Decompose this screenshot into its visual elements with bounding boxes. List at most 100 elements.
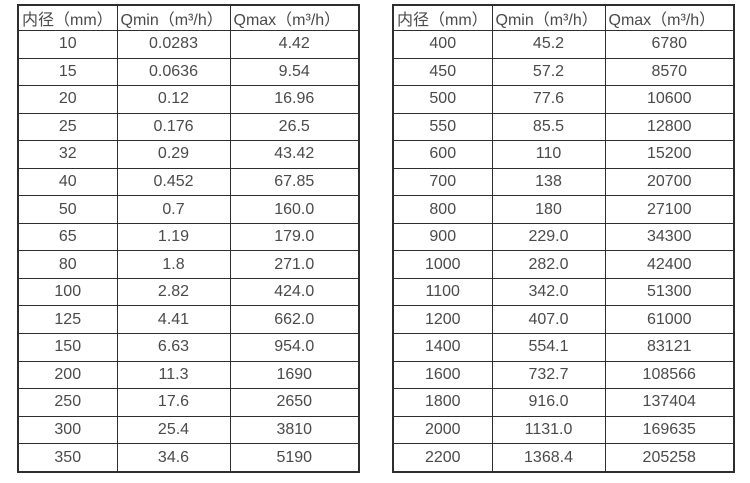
table-row: 1600 732.7 108566 <box>392 360 735 390</box>
data-cell: 10 <box>17 30 118 59</box>
data-cell: 15 <box>17 57 118 87</box>
header-cell: Qmax（m³/h） <box>604 4 735 31</box>
data-cell: 50 <box>17 195 118 224</box>
data-cell: 1690 <box>229 360 360 390</box>
data-cell: 110 <box>491 140 606 169</box>
data-cell: 6780 <box>604 30 735 59</box>
data-cell: 125 <box>17 305 118 335</box>
data-cell: 67.85 <box>229 167 360 197</box>
data-cell: 10600 <box>604 85 735 114</box>
table-row: 1400 554.1 83121 <box>392 333 735 362</box>
data-cell: 15200 <box>604 140 735 169</box>
data-cell: 205258 <box>604 443 735 473</box>
flow-spec-table-large-diameters: 内径（mm） Qmin（m³/h） Qmax（m³/h） 400 45.2 6780 45… <box>392 4 735 473</box>
table-row: 250 17.6 2650 <box>17 388 360 417</box>
data-cell: 150 <box>17 333 118 362</box>
data-cell: 350 <box>17 443 118 473</box>
data-cell: 1000 <box>392 250 493 279</box>
table-row: 500 77.6 10600 <box>392 85 735 114</box>
table-body: 10 0.0283 4.42 15 0.0636 9.54 20 0.12 16.96 25 0.1… <box>17 30 360 473</box>
table-row: 100 2.82 424.0 <box>17 277 360 307</box>
data-cell: 0.0636 <box>116 57 231 87</box>
data-cell: 662.0 <box>229 305 360 335</box>
data-cell: 6.63 <box>116 333 231 362</box>
table-row: 50 0.7 160.0 <box>17 195 360 224</box>
data-cell: 229.0 <box>491 222 606 252</box>
header-row: 内径（mm） Qmin（m³/h） Qmax（m³/h） <box>392 4 735 31</box>
data-cell: 916.0 <box>491 388 606 417</box>
table-row: 1200 407.0 61000 <box>392 305 735 335</box>
data-cell: 1800 <box>392 388 493 417</box>
data-cell: 1200 <box>392 305 493 335</box>
flow-spec-table-small-diameters: 内径（mm） Qmin（m³/h） Qmax（m³/h） 10 0.0283 4.42 1… <box>17 4 360 473</box>
data-cell: 400 <box>392 30 493 59</box>
data-cell: 179.0 <box>229 222 360 252</box>
header-cell: 内径（mm） <box>392 4 493 31</box>
header-cell: Qmin（m³/h） <box>491 4 606 31</box>
data-cell: 8570 <box>604 57 735 87</box>
data-cell: 137404 <box>604 388 735 417</box>
table-row: 1800 916.0 137404 <box>392 388 735 417</box>
data-cell: 200 <box>17 360 118 390</box>
data-cell: 34.6 <box>116 443 231 473</box>
header-cell: Qmax（m³/h） <box>229 4 360 31</box>
data-cell: 271.0 <box>229 250 360 279</box>
data-cell: 83121 <box>604 333 735 362</box>
data-cell: 1368.4 <box>491 443 606 473</box>
data-cell: 108566 <box>604 360 735 390</box>
data-cell: 2200 <box>392 443 493 473</box>
data-cell: 250 <box>17 388 118 417</box>
data-cell: 450 <box>392 57 493 87</box>
table-row: 15 0.0636 9.54 <box>17 57 360 87</box>
table-row: 125 4.41 662.0 <box>17 305 360 335</box>
data-cell: 80 <box>17 250 118 279</box>
data-cell: 5190 <box>229 443 360 473</box>
data-cell: 0.176 <box>116 112 231 142</box>
data-cell: 160.0 <box>229 195 360 224</box>
header-cell: 内径（mm） <box>17 4 118 31</box>
table-row: 25 0.176 26.5 <box>17 112 360 142</box>
data-cell: 550 <box>392 112 493 142</box>
table-row: 40 0.452 67.85 <box>17 167 360 197</box>
data-cell: 25 <box>17 112 118 142</box>
data-cell: 169635 <box>604 415 735 445</box>
data-cell: 500 <box>392 85 493 114</box>
data-cell: 300 <box>17 415 118 445</box>
table-row: 300 25.4 3810 <box>17 415 360 445</box>
data-cell: 40 <box>17 167 118 197</box>
data-cell: 20700 <box>604 167 735 197</box>
table-row: 150 6.63 954.0 <box>17 333 360 362</box>
data-cell: 12800 <box>604 112 735 142</box>
data-cell: 51300 <box>604 277 735 307</box>
data-cell: 3810 <box>229 415 360 445</box>
data-cell: 2000 <box>392 415 493 445</box>
data-cell: 2.82 <box>116 277 231 307</box>
data-cell: 407.0 <box>491 305 606 335</box>
data-cell: 600 <box>392 140 493 169</box>
data-cell: 138 <box>491 167 606 197</box>
table-row: 700 138 20700 <box>392 167 735 197</box>
data-cell: 4.42 <box>229 30 360 59</box>
table-row: 32 0.29 43.42 <box>17 140 360 169</box>
data-cell: 65 <box>17 222 118 252</box>
header-cell: Qmin（m³/h） <box>116 4 231 31</box>
data-cell: 43.42 <box>229 140 360 169</box>
data-cell: 1131.0 <box>491 415 606 445</box>
table-row: 2000 1131.0 169635 <box>392 415 735 445</box>
data-cell: 1.19 <box>116 222 231 252</box>
data-cell: 1400 <box>392 333 493 362</box>
table-row: 450 57.2 8570 <box>392 57 735 87</box>
table-row: 400 45.2 6780 <box>392 30 735 59</box>
data-cell: 800 <box>392 195 493 224</box>
data-cell: 1600 <box>392 360 493 390</box>
data-cell: 424.0 <box>229 277 360 307</box>
data-cell: 4.41 <box>116 305 231 335</box>
data-cell: 1.8 <box>116 250 231 279</box>
data-cell: 954.0 <box>229 333 360 362</box>
table-row: 10 0.0283 4.42 <box>17 30 360 59</box>
table-row: 80 1.8 271.0 <box>17 250 360 279</box>
data-cell: 34300 <box>604 222 735 252</box>
data-cell: 0.7 <box>116 195 231 224</box>
data-cell: 42400 <box>604 250 735 279</box>
table-row: 20 0.12 16.96 <box>17 85 360 114</box>
